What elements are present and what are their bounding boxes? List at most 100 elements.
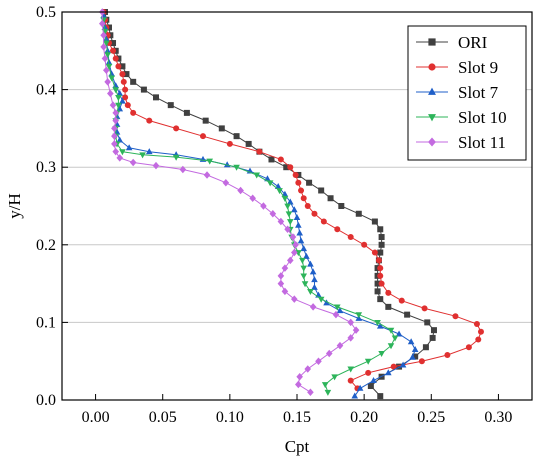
data-point — [103, 35, 110, 42]
data-point — [101, 54, 109, 63]
data-point — [300, 265, 308, 272]
data-point — [104, 52, 111, 59]
data-point — [203, 171, 211, 179]
data-point — [129, 158, 137, 167]
data-point — [110, 40, 117, 47]
data-point — [266, 180, 274, 187]
series-line — [104, 11, 435, 397]
data-point — [286, 219, 294, 226]
data-point — [385, 289, 392, 296]
legend-item: Slot 9 — [416, 58, 498, 77]
data-point — [390, 363, 397, 370]
data-point — [333, 304, 341, 311]
y-tick-label: 0.5 — [36, 4, 56, 21]
data-point — [286, 256, 294, 265]
data-point — [130, 78, 137, 85]
data-point — [116, 154, 124, 162]
data-point — [111, 140, 118, 148]
data-point — [111, 124, 118, 133]
data-point — [428, 63, 436, 71]
series-line — [101, 12, 357, 393]
data-point — [309, 303, 317, 311]
data-point — [399, 361, 407, 368]
data-point — [367, 383, 374, 390]
data-point — [301, 281, 309, 288]
data-point — [391, 335, 399, 342]
data-point — [377, 249, 384, 256]
data-point — [300, 195, 307, 202]
data-point — [374, 288, 381, 295]
data-point — [249, 194, 256, 202]
data-point — [152, 161, 160, 170]
data-point — [409, 353, 416, 360]
data-point — [395, 330, 403, 337]
data-point — [311, 276, 318, 283]
data-point — [276, 188, 283, 195]
data-point — [105, 63, 113, 70]
data-point — [304, 203, 311, 209]
data-point — [347, 366, 355, 373]
data-point — [119, 149, 126, 156]
data-point — [306, 179, 313, 186]
data-point — [179, 165, 187, 174]
data-point — [112, 55, 119, 62]
data-point — [277, 272, 285, 280]
data-point — [298, 187, 305, 194]
x-tick-label: 0.10 — [216, 409, 244, 426]
axis-ticks: 0.0 0.1 0.2 0.3 0.4 0.5 0.00 0.05 0.10 0.15 0.20 0.… — [36, 4, 512, 426]
data-point — [295, 221, 302, 228]
data-point — [277, 217, 285, 226]
data-point — [146, 117, 153, 124]
data-point — [226, 140, 233, 147]
data-point — [429, 334, 436, 341]
data-point — [206, 158, 214, 165]
data-point — [116, 136, 124, 143]
legend-box — [407, 25, 527, 161]
data-point — [299, 257, 306, 264]
data-point — [327, 195, 334, 202]
data-point — [321, 382, 329, 389]
data-point — [291, 206, 298, 213]
data-point — [324, 389, 332, 396]
data-point — [361, 241, 368, 248]
data-point — [100, 43, 107, 51]
x-tick-label: 0.30 — [484, 409, 512, 426]
data-point — [428, 38, 436, 46]
data-point — [286, 198, 294, 205]
data-point — [115, 63, 122, 70]
data-point — [351, 392, 359, 399]
data-point — [444, 351, 451, 358]
data-point — [331, 374, 338, 381]
data-point — [347, 377, 354, 384]
legend-label: Slot 9 — [458, 58, 498, 77]
series-layer — [98, 8, 484, 400]
data-point — [183, 109, 190, 116]
data-point — [325, 349, 333, 358]
data-point — [465, 344, 472, 351]
data-point — [281, 287, 289, 296]
data-point — [334, 226, 341, 233]
data-point — [377, 272, 384, 279]
data-point — [355, 312, 363, 319]
data-point — [378, 234, 385, 241]
data-point — [284, 225, 291, 234]
y-tick-label: 0.3 — [36, 159, 56, 176]
data-point — [291, 295, 298, 303]
legend-item: Slot 7 — [416, 83, 499, 102]
data-point — [233, 133, 240, 140]
legend-label: Slot 7 — [458, 83, 499, 102]
data-point — [107, 89, 114, 98]
data-point — [347, 334, 355, 342]
data-point — [338, 203, 345, 209]
series-slot-11 — [98, 8, 360, 396]
data-point — [396, 363, 403, 370]
x-axis-title: Cpt — [285, 437, 310, 456]
data-point — [374, 320, 381, 326]
data-point — [202, 117, 209, 124]
legend-label: Slot 10 — [458, 108, 507, 127]
data-point — [292, 171, 299, 178]
data-point — [284, 203, 291, 210]
data-point — [370, 377, 377, 383]
data-point — [120, 78, 127, 85]
